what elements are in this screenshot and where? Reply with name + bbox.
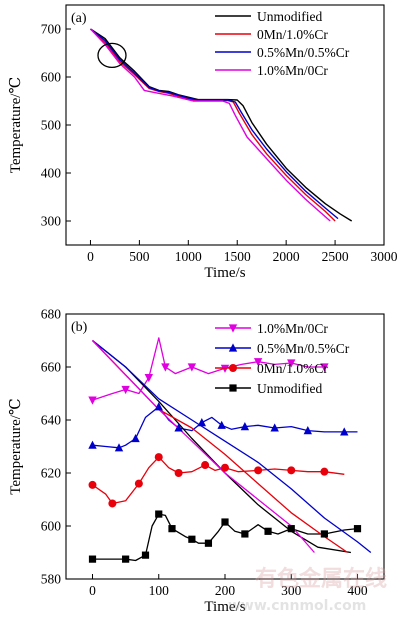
data-point — [287, 525, 295, 533]
y-tick-label: 600 — [41, 519, 62, 534]
data-point — [197, 418, 207, 427]
watermark-chinese: 有色金属在线 — [255, 566, 387, 592]
data-point — [108, 499, 117, 508]
data-point — [88, 440, 97, 449]
y-tick-label: 700 — [41, 22, 62, 37]
x-tick-label: 0 — [89, 583, 96, 598]
data-point — [221, 463, 229, 472]
y-tick-label: 400 — [41, 166, 62, 181]
data-point — [134, 479, 143, 488]
x-tick-label: 1500 — [224, 249, 251, 264]
data-point — [121, 385, 130, 395]
y-tick-label: 660 — [41, 360, 62, 375]
data-point — [155, 510, 163, 518]
y-tick-label: 680 — [41, 307, 62, 322]
panel-label: (b) — [71, 320, 88, 335]
data-point — [221, 518, 229, 526]
plot-frame — [65, 4, 385, 246]
data-point — [240, 422, 250, 431]
data-point — [88, 480, 97, 489]
x-tick-label: 2000 — [273, 249, 300, 264]
cooling-curve-6 — [92, 339, 372, 554]
panel-b: 0 100 200 300 400 580 600 620 640 660 680 Time/s Tem… — [8, 307, 385, 615]
legend-label: Unmodified — [257, 9, 322, 24]
data-point — [154, 453, 163, 462]
x-tick-label: 200 — [215, 583, 236, 598]
x-tick-label: 0 — [87, 249, 94, 264]
x-tick-label: 3000 — [371, 249, 398, 264]
data-point — [253, 358, 263, 367]
legend-marker — [228, 324, 238, 333]
legend-label: Unmodified — [257, 381, 322, 396]
data-point — [270, 423, 279, 432]
series-line-2 — [92, 456, 345, 505]
data-point — [353, 525, 362, 533]
data-point — [320, 530, 328, 538]
data-point — [201, 461, 210, 470]
data-point — [88, 396, 97, 405]
panel-label: (a) — [71, 11, 87, 26]
x-tick-label: 100 — [149, 583, 170, 598]
legend-marker — [229, 364, 237, 372]
data-point — [303, 426, 313, 435]
data-point — [320, 467, 329, 476]
panel-a: 0 500 1000 1500 2000 2500 3000 300 400 500 600 700 T… — [8, 4, 398, 281]
legend-marker — [228, 343, 238, 352]
y-axis-label: Temperature/℃ — [8, 398, 24, 495]
y-tick-label: 300 — [41, 214, 62, 229]
data-point — [287, 466, 296, 475]
cooling-curve-7 — [92, 340, 315, 553]
data-point — [174, 423, 183, 432]
data-point — [168, 525, 176, 533]
watermark-url: www.cnnmol.com — [228, 598, 366, 614]
legend-label: 1.0%Mn/0Cr — [257, 63, 328, 78]
data-point — [174, 469, 183, 477]
data-point — [287, 359, 296, 368]
y-tick-label: 600 — [41, 70, 62, 85]
data-point — [254, 466, 263, 475]
x-tick-label: 1000 — [175, 249, 202, 264]
series-line-2 — [90, 28, 339, 220]
data-point — [320, 363, 329, 372]
x-tick-label: 2500 — [322, 249, 349, 264]
x-tick-label: 400 — [347, 583, 368, 598]
data-point — [217, 420, 226, 429]
series-line-3 — [89, 28, 331, 222]
watermark: 有色金属在线 www.cnnmol.com — [228, 566, 387, 614]
data-point — [220, 364, 230, 373]
series-line-1 — [92, 406, 358, 449]
data-point — [141, 551, 150, 559]
data-point — [122, 555, 130, 563]
legend-label: 0.5%Mn/0.5%Cr — [257, 341, 350, 356]
data-point — [88, 555, 97, 563]
data-point — [144, 374, 154, 383]
data-point — [114, 443, 124, 452]
y-tick-label: 500 — [41, 118, 62, 133]
data-point — [340, 427, 349, 436]
legend-marker — [229, 384, 237, 392]
y-tick-label: 580 — [41, 572, 62, 587]
x-tick-label: 300 — [281, 583, 302, 598]
data-point — [264, 527, 272, 535]
data-point — [187, 363, 197, 372]
data-point — [161, 363, 170, 372]
data-point — [241, 530, 249, 538]
x-tick-label: 500 — [129, 249, 150, 264]
legend-label: 1.0%Mn/0Cr — [257, 321, 328, 336]
data-point — [188, 535, 196, 543]
annotation-circle — [97, 42, 127, 69]
x-axis-label: Time/s — [204, 599, 245, 615]
y-axis-label: Temperature/℃ — [8, 77, 24, 174]
y-tick-label: 640 — [41, 413, 62, 428]
y-tick-label: 620 — [41, 466, 62, 481]
data-point — [131, 433, 140, 443]
legend-label: 0Mn/1.0%Cr — [257, 361, 328, 376]
data-point — [204, 539, 213, 547]
data-point — [154, 402, 163, 411]
legend-label: 0Mn/1.0%Cr — [257, 27, 328, 42]
legend-label: 0.5%Mn/0.5%Cr — [257, 45, 350, 60]
x-axis-label: Time/s — [204, 265, 245, 281]
